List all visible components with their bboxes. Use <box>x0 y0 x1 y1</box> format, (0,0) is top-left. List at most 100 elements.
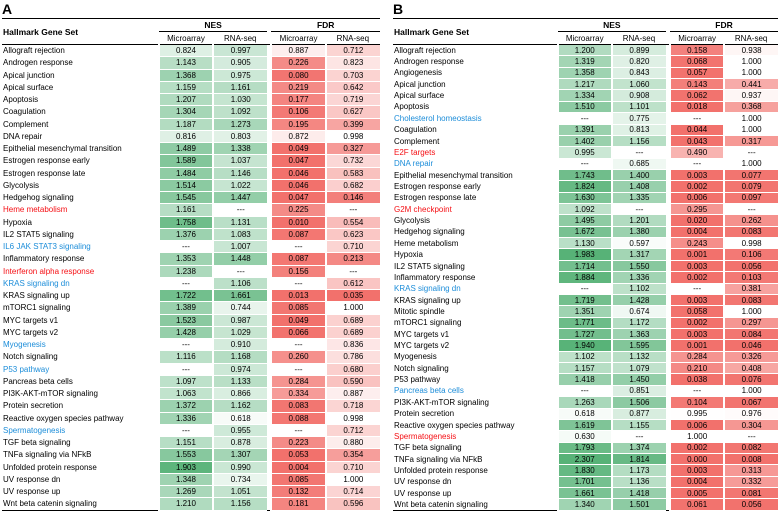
fdr-rnaseq-cell: 0.083 <box>723 226 778 239</box>
nes-rnaseq-cell: 0.974 <box>212 363 268 376</box>
column-group-gap <box>666 31 671 45</box>
fdr-microarray-cell: 0.085 <box>270 473 326 487</box>
column-group-gap <box>666 498 671 511</box>
nes-microarray-cell: 1.389 <box>157 301 214 315</box>
nes-microarray-cell: 1.771 <box>556 317 612 330</box>
table-row: Apoptosis 1.207 1.030 0.177 0.719 <box>2 93 380 107</box>
column-group-gap <box>666 328 671 340</box>
nes-microarray-cell: 1.523 <box>157 314 214 327</box>
nes-microarray-cell: --- <box>157 424 214 438</box>
gene-set-label: Pancreas beta cells <box>2 375 159 388</box>
nes-rnaseq-cell: 1.131 <box>212 216 268 229</box>
column-group-gap <box>666 362 671 374</box>
fdr-rnaseq-cell: 0.077 <box>723 169 778 182</box>
fdr-rnaseq-cell: 1.000 <box>723 55 778 68</box>
nes-rnaseq-cell: 0.866 <box>212 387 268 401</box>
column-group-gap <box>666 169 671 181</box>
fdr-rnaseq-cell: 0.689 <box>324 314 380 327</box>
column-group-gap <box>666 101 671 113</box>
fdr-microarray-cell: 0.223 <box>270 436 326 450</box>
nes-microarray-cell: 1.376 <box>157 228 214 242</box>
column-group-gap <box>267 265 272 278</box>
fdr-rnaseq-cell: 0.642 <box>324 81 380 95</box>
column-group-gap <box>666 67 671 79</box>
gene-set-label: Hypoxia <box>2 216 159 229</box>
table-row: DNA repair --- 0.685 --- 1.000 <box>393 158 778 170</box>
column-group-gap <box>666 430 671 443</box>
gene-set-label: Epithelial mesenchymal transition <box>2 142 159 155</box>
table-row: Notch signaling 1.157 1.079 0.210 0.408 <box>393 362 778 375</box>
column-group-gap <box>267 350 272 363</box>
nes-microarray-cell: 1.672 <box>556 226 612 239</box>
nes-microarray-cell: 1.514 <box>157 179 214 193</box>
gene-set-label: IL6 JAK STAT3 signaling <box>2 240 159 253</box>
fdr-microarray-cell: 0.088 <box>270 412 326 425</box>
fdr-microarray-cell: 0.053 <box>270 448 326 462</box>
column-group-gap <box>666 260 671 272</box>
table-row: P53 pathway 1.418 1.450 0.038 0.076 <box>393 373 778 386</box>
nes-microarray-cell: 1.210 <box>157 497 214 511</box>
fdr-rnaseq-cell: 0.938 <box>723 44 778 57</box>
nes-microarray-cell: 1.630 <box>556 192 612 205</box>
hallmark-gene-set-table-b: Hallmark Gene Set NES FDR Microarray RNA-seq… <box>393 18 778 511</box>
nes-rnaseq-cell: 0.908 <box>610 89 667 102</box>
fdr-rnaseq-cell: 0.998 <box>324 130 380 144</box>
table-row: PI3K-AKT-mTOR signaling 1.263 1.506 0.104 0.… <box>393 396 778 409</box>
fdr-microarray-cell: 0.106 <box>270 105 326 119</box>
fdr-rnaseq-cell: 0.937 <box>723 89 778 102</box>
gene-set-label: DNA repair <box>2 130 159 143</box>
nes-rnaseq-cell: 1.273 <box>212 118 268 131</box>
column-group-gap <box>666 396 671 408</box>
column-group-gap <box>267 81 272 94</box>
table-row: Myogenesis --- 0.910 --- 0.836 <box>2 338 380 352</box>
nes-rnaseq-cell: 1.501 <box>610 498 667 511</box>
table-row: Epithelial mesenchymal transition 1.743 1.… <box>393 169 778 182</box>
nes-rnaseq-cell: 1.814 <box>610 453 667 466</box>
nes-rnaseq-cell: 1.374 <box>610 442 667 454</box>
column-group-gap <box>267 412 272 425</box>
nes-microarray-cell: --- <box>556 158 612 170</box>
fdr-rnaseq-cell: 0.786 <box>324 350 380 364</box>
fdr-rnaseq-cell: 0.083 <box>723 294 778 307</box>
fdr-microarray-cell: 0.995 <box>669 408 725 420</box>
nes-microarray-cell: 1.207 <box>157 93 214 107</box>
fdr-microarray-cell: --- <box>669 112 725 125</box>
nes-rnaseq-cell: 0.955 <box>212 424 268 438</box>
gene-set-label: Protein secretion <box>393 408 558 420</box>
fdr-rnaseq-cell: 0.056 <box>723 498 778 511</box>
table-row: Interferon alpha response 1.238 --- 0.156 --… <box>2 265 380 278</box>
gene-set-label: mTORC1 signaling <box>2 301 159 314</box>
fdr-microarray-cell: 0.132 <box>270 485 326 499</box>
fdr-microarray-cell: 0.002 <box>669 271 725 284</box>
table-row: DNA repair 0.816 0.803 0.872 0.998 <box>2 130 380 144</box>
fdr-rnaseq-cell: 0.399 <box>324 118 380 131</box>
column-group-gap <box>267 93 272 106</box>
nes-rnaseq-cell: 0.674 <box>610 305 667 318</box>
fdr-rnaseq-cell: 0.583 <box>324 167 380 180</box>
fdr-rnaseq-cell: 1.000 <box>723 305 778 318</box>
nes-rnaseq-cell: 0.820 <box>610 55 667 68</box>
table-row: Heme metabolism 1.161 --- 0.225 --- <box>2 203 380 217</box>
nes-microarray-cell: 1.619 <box>556 419 612 432</box>
nes-rnaseq-cell: 0.843 <box>610 67 667 80</box>
gene-set-label: IL2 STAT5 signaling <box>2 228 159 241</box>
table-row: Hypoxia 1.758 1.131 0.010 0.554 <box>2 216 380 229</box>
fdr-microarray-cell: 0.226 <box>270 56 326 70</box>
gene-set-label: Glycolysis <box>393 214 558 227</box>
gene-set-label: Notch signaling <box>2 350 159 363</box>
gene-set-label: Unfolded protein response <box>2 461 159 474</box>
nes-microarray-cell: --- <box>157 363 214 376</box>
table-row: Cholesterol homeostasis --- 0.775 --- 1.000 <box>393 112 778 125</box>
fdr-microarray-cell: --- <box>669 158 725 170</box>
column-group-gap <box>666 385 671 397</box>
nes-rnaseq-cell: 1.106 <box>212 277 268 291</box>
nes-microarray-cell: 1.701 <box>556 476 612 489</box>
fdr-rnaseq-cell: --- <box>324 265 380 278</box>
column-group-gap <box>666 453 671 465</box>
fdr-microarray-cell: 0.156 <box>270 265 326 278</box>
fdr-rnaseq-cell: 0.719 <box>324 93 380 107</box>
table-row: Androgen response 1.319 0.820 0.068 1.000 <box>393 55 778 68</box>
gene-set-label: UV response dn <box>2 473 159 486</box>
nes-rnaseq-cell: 1.450 <box>610 373 667 386</box>
column-group-gap <box>666 339 671 352</box>
